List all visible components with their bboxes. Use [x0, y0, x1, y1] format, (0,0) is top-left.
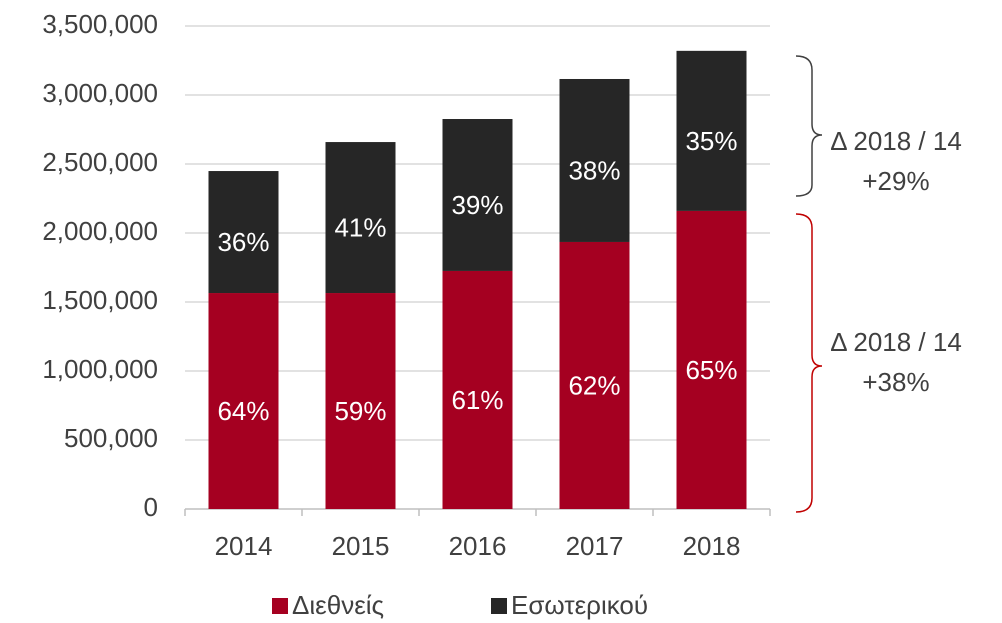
- x-tick-label: 2018: [683, 531, 741, 561]
- annotation: +29%: [862, 166, 929, 196]
- legend-swatch: [272, 598, 288, 614]
- y-tick-label: 1,500,000: [42, 285, 158, 315]
- bar-segment: [676, 210, 747, 510]
- bar-segment: [676, 50, 747, 211]
- y-tick-label: 0: [144, 492, 158, 522]
- segment-label: 64%: [217, 396, 269, 426]
- bar-segment: [559, 241, 630, 509]
- bar-segment: [325, 293, 396, 509]
- y-tick-label: 2,500,000: [42, 147, 158, 177]
- bracket-dark: [795, 55, 823, 197]
- segment-label: 35%: [685, 126, 737, 156]
- bar-segment: [325, 142, 396, 294]
- x-tick-label: 2015: [332, 531, 390, 561]
- legend-swatch: [491, 598, 507, 614]
- bar-segment: [559, 78, 630, 242]
- bar-segment: [208, 293, 279, 509]
- legend-label: Διεθνείς: [292, 590, 384, 620]
- segment-label: 41%: [334, 212, 386, 242]
- bar-segment: [442, 119, 513, 271]
- bracket-red: [795, 213, 823, 513]
- annotation: Δ 2018 / 14: [830, 327, 962, 357]
- x-tick-label: 2017: [566, 531, 624, 561]
- segment-label: 65%: [685, 355, 737, 385]
- segment-label: 36%: [217, 227, 269, 257]
- y-tick-label: 2,000,000: [42, 216, 158, 246]
- x-tick-label: 2014: [215, 531, 273, 561]
- segment-label: 62%: [568, 370, 620, 400]
- y-tick-label: 500,000: [64, 423, 158, 453]
- x-tick-label: 2016: [449, 531, 507, 561]
- segment-label: 39%: [451, 190, 503, 220]
- segment-label: 38%: [568, 155, 620, 185]
- bar-segment: [442, 270, 513, 509]
- segment-label: 59%: [334, 396, 386, 426]
- y-tick-label: 3,500,000: [42, 9, 158, 39]
- bar-segment: [208, 171, 279, 294]
- legend-label: Εσωτερικού: [511, 590, 648, 620]
- y-tick-label: 1,000,000: [42, 354, 158, 384]
- segment-label: 61%: [451, 385, 503, 415]
- y-tick-label: 3,000,000: [42, 78, 158, 108]
- annotation: Δ 2018 / 14: [830, 126, 962, 156]
- annotation: +38%: [862, 367, 929, 397]
